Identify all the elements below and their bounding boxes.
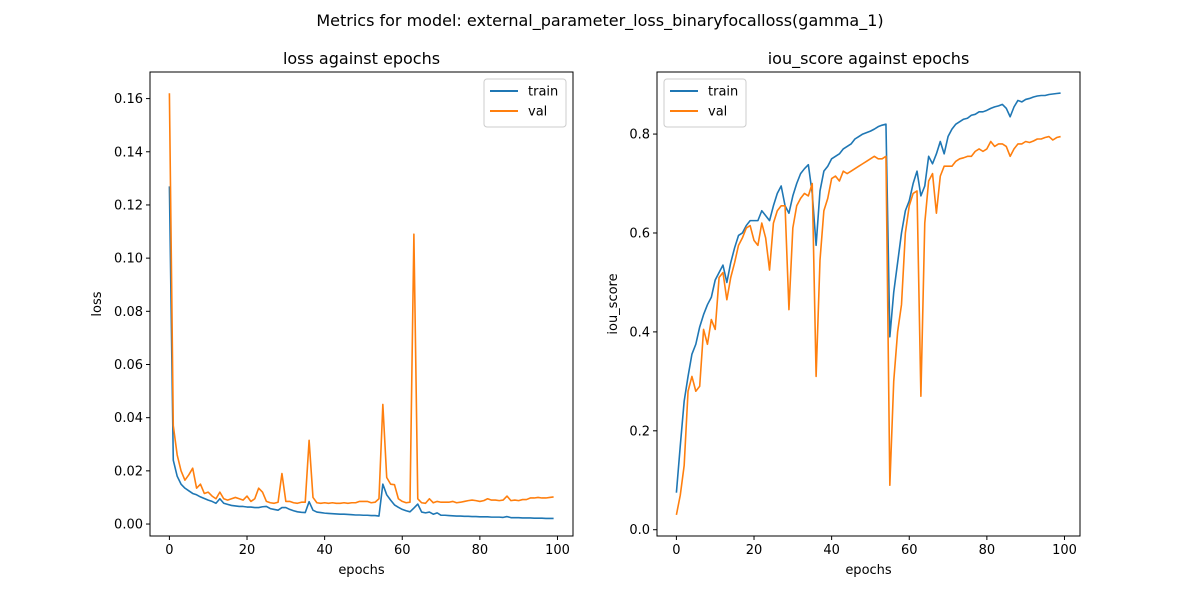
iou-chart-title: iou_score against epochs	[768, 49, 970, 69]
loss-ytick-label: 0.16	[114, 92, 143, 107]
loss-xtick-label: 80	[472, 543, 489, 558]
loss-chart-xlabel: epochs	[338, 563, 385, 578]
iou-ytick-label: 0.0	[629, 523, 650, 538]
iou-legend: train val	[663, 78, 747, 128]
loss-chart-plot-area: 0 20 40 60 80 100 0.00 0.02 0.04 0.06 0.08 0.10 0.12…	[114, 71, 574, 558]
loss-ytick-label: 0.14	[114, 145, 143, 160]
iou-series-val-line	[675, 135, 1061, 516]
loss-legend-label-val: val	[528, 105, 547, 120]
loss-legend-label-train: train	[528, 85, 558, 100]
loss-ytick-label: 0.04	[114, 411, 143, 426]
loss-axes-frame	[149, 71, 574, 537]
loss-ytick-label: 0.02	[114, 464, 143, 479]
loss-xtick-label: 60	[394, 543, 411, 558]
figure-suptitle: Metrics for model: external_parameter_lo…	[316, 11, 883, 31]
iou-ytick-label: 0.8	[629, 128, 650, 143]
iou-xtick-label: 100	[1052, 543, 1077, 558]
loss-xtick-label: 20	[239, 543, 256, 558]
iou-series-train-line	[675, 92, 1061, 493]
iou-chart: iou_score against epochs epochs iou_scor…	[606, 49, 1081, 578]
loss-ytick-label: 0.06	[114, 358, 143, 373]
loss-legend: train val	[483, 78, 567, 128]
loss-chart-ylabel: loss	[90, 291, 105, 316]
iou-legend-label-val: val	[708, 105, 727, 120]
iou-ytick-label: 0.6	[629, 226, 650, 241]
loss-ytick-label: 0.12	[114, 198, 143, 213]
loss-series-train-line	[168, 186, 554, 520]
iou-legend-label-train: train	[708, 85, 738, 100]
iou-chart-ylabel: iou_score	[606, 273, 621, 334]
iou-chart-plot-area: 0 20 40 60 80 100 0.0 0.2 0.4 0.6 0.8 train val	[629, 71, 1081, 558]
loss-ytick-label: 0.10	[114, 252, 143, 267]
iou-xtick-label: 60	[901, 543, 918, 558]
iou-xtick-label: 20	[746, 543, 763, 558]
iou-ytick-label: 0.2	[629, 424, 650, 439]
iou-xtick-label: 40	[823, 543, 840, 558]
loss-xtick-label: 100	[545, 543, 570, 558]
iou-ytick-label: 0.4	[629, 325, 650, 340]
iou-xtick-label: 80	[979, 543, 996, 558]
iou-axes-frame	[656, 71, 1081, 537]
loss-xtick-label: 0	[165, 543, 173, 558]
loss-chart-title: loss against epochs	[283, 49, 440, 68]
loss-ytick-label: 0.00	[114, 518, 143, 533]
loss-series-val-line	[168, 93, 554, 505]
iou-xtick-label: 0	[672, 543, 680, 558]
loss-ytick-label: 0.08	[114, 305, 143, 320]
loss-xtick-label: 40	[316, 543, 333, 558]
iou-chart-xlabel: epochs	[845, 563, 892, 578]
loss-chart: loss against epochs epochs loss 0 20 40 60 8…	[90, 49, 574, 578]
